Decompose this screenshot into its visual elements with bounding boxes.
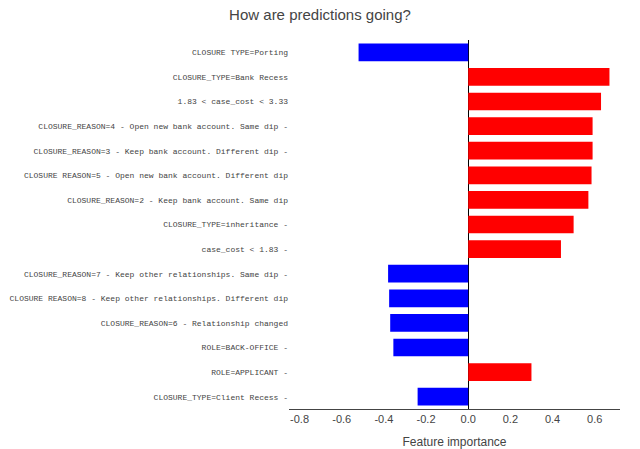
svg-text:0.2: 0.2 <box>503 413 518 425</box>
svg-text:CLOSURE TYPE=Porting: CLOSURE TYPE=Porting <box>192 48 288 57</box>
svg-text:How are predictions going?: How are predictions going? <box>229 6 411 23</box>
svg-text:-0.8: -0.8 <box>290 413 309 425</box>
svg-text:CLOSURE_REASON=6 - Relationshi: CLOSURE_REASON=6 - Relationship changed <box>101 319 288 328</box>
svg-text:CLOSURE_REASON=7 - Keep other: CLOSURE_REASON=7 - Keep other relationsh… <box>24 270 288 279</box>
svg-text:CLOSURE_REASON=2 - Keep bank a: CLOSURE_REASON=2 - Keep bank account. Sa… <box>67 196 288 205</box>
svg-text:CLOSURE_TYPE=inheritance -: CLOSURE_TYPE=inheritance - <box>163 220 288 229</box>
svg-text:CLOSURE_TYPE=Client Recess -: CLOSURE_TYPE=Client Recess - <box>154 393 288 402</box>
svg-text:0.0: 0.0 <box>461 413 476 425</box>
svg-text:0.4: 0.4 <box>545 413 560 425</box>
svg-text:CLOSURE_TYPE=Bank Recess: CLOSURE_TYPE=Bank Recess <box>173 73 288 82</box>
svg-text:Feature importance: Feature importance <box>402 435 506 449</box>
svg-text:ROLE=BACK-OFFICE -: ROLE=BACK-OFFICE - <box>202 343 288 352</box>
svg-text:case_cost < 1.83 -: case_cost < 1.83 - <box>202 245 288 254</box>
svg-text:-0.2: -0.2 <box>417 413 436 425</box>
svg-text:ROLE=APPLICANT -: ROLE=APPLICANT - <box>211 368 288 377</box>
svg-text:CLOSURE_REASON=3 - Keep bank a: CLOSURE_REASON=3 - Keep bank account. Di… <box>34 147 288 156</box>
svg-text:-0.6: -0.6 <box>332 413 351 425</box>
svg-text:CLOSURE REASON=8 - Keep other: CLOSURE REASON=8 - Keep other relationsh… <box>10 294 289 303</box>
svg-text:CLOSURE_REASON=4 - Open new ba: CLOSURE_REASON=4 - Open new bank account… <box>38 122 288 131</box>
svg-text:CLOSURE REASON=5 - Open new ba: CLOSURE REASON=5 - Open new bank account… <box>24 171 288 180</box>
svg-text:1.83 < case_cost < 3.33: 1.83 < case_cost < 3.33 <box>178 97 289 106</box>
svg-text:-0.4: -0.4 <box>374 413 393 425</box>
svg-text:0.6: 0.6 <box>587 413 602 425</box>
